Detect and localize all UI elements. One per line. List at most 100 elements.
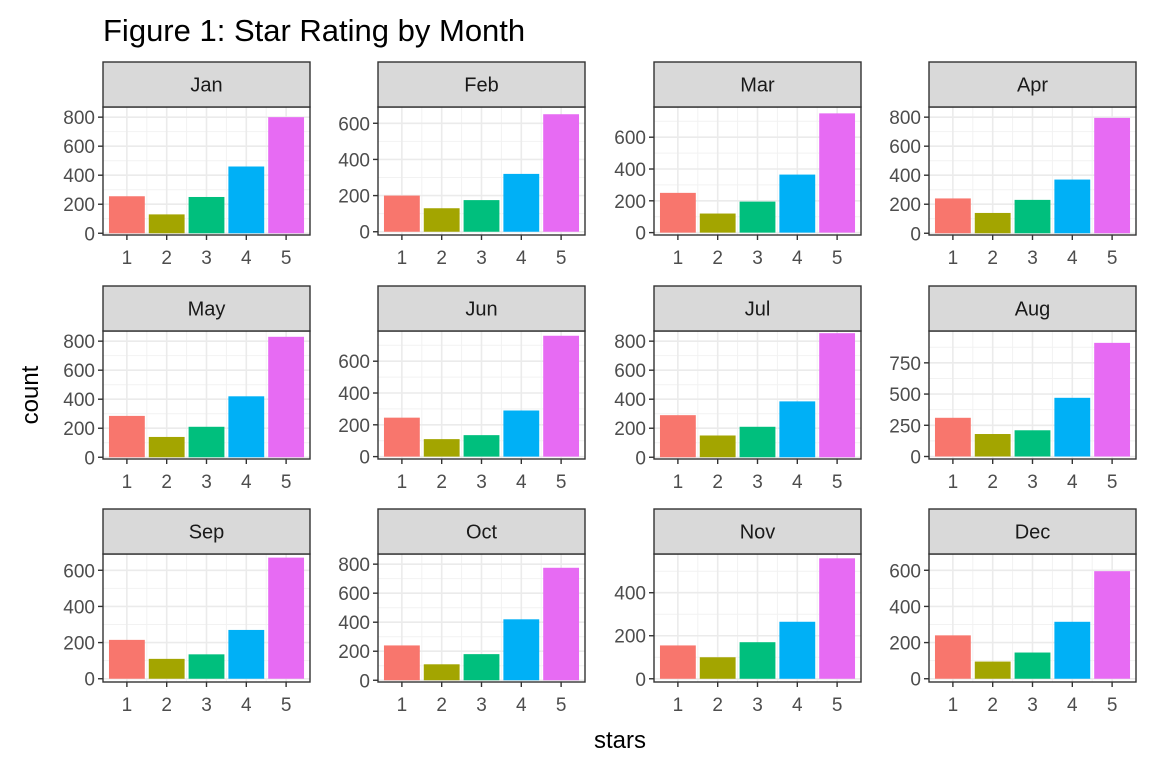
y-tick-label: 0 bbox=[84, 224, 95, 245]
bar-sep-1 bbox=[108, 639, 145, 679]
x-tick-label: 5 bbox=[832, 695, 843, 716]
panel-jul: Jul 0 200 400 600 800 1 2 3 4 5 bbox=[614, 285, 862, 493]
x-tick-label: 4 bbox=[792, 248, 803, 269]
bar-apr-5 bbox=[1094, 117, 1131, 234]
bar-feb-3 bbox=[463, 200, 500, 232]
bar-feb-5 bbox=[543, 114, 580, 232]
facet-strip bbox=[377, 285, 586, 332]
x-tick-label: 5 bbox=[556, 472, 567, 493]
x-tick-label: 2 bbox=[712, 695, 723, 716]
x-tick-label: 3 bbox=[1027, 248, 1038, 269]
bar-jul-5 bbox=[819, 333, 856, 458]
y-tick-label: 0 bbox=[635, 448, 646, 469]
facet-strip bbox=[377, 61, 586, 108]
x-tick-label: 3 bbox=[201, 695, 212, 716]
bar-oct-2 bbox=[423, 664, 460, 681]
y-tick-label: 600 bbox=[889, 561, 921, 582]
y-tick-label: 800 bbox=[63, 108, 95, 129]
y-tick-label: 0 bbox=[84, 448, 95, 469]
facet-strip bbox=[928, 61, 1137, 108]
y-tick-label: 400 bbox=[614, 584, 646, 605]
facet-label: May bbox=[188, 299, 226, 321]
x-tick-label: 1 bbox=[673, 472, 684, 493]
y-tick-label: 600 bbox=[614, 128, 646, 149]
bar-sep-4 bbox=[228, 629, 265, 679]
x-tick-label: 1 bbox=[948, 695, 959, 716]
x-tick-label: 5 bbox=[281, 472, 292, 493]
x-tick-label: 4 bbox=[516, 695, 527, 716]
bar-dec-2 bbox=[974, 661, 1011, 679]
y-tick-label: 400 bbox=[338, 384, 370, 405]
x-tick-label: 4 bbox=[241, 695, 252, 716]
bar-aug-3 bbox=[1014, 430, 1051, 457]
y-tick-label: 0 bbox=[635, 224, 646, 245]
panel-nov: Nov 0 200 400 1 2 3 4 5 bbox=[614, 508, 862, 716]
bar-mar-3 bbox=[739, 201, 776, 233]
x-tick-label: 3 bbox=[1027, 472, 1038, 493]
y-tick-label: 400 bbox=[338, 150, 370, 171]
y-tick-label: 600 bbox=[338, 114, 370, 135]
x-tick-label: 4 bbox=[792, 695, 803, 716]
facet-label: Dec bbox=[1015, 522, 1051, 544]
bar-mar-2 bbox=[699, 213, 736, 233]
x-tick-label: 2 bbox=[712, 472, 723, 493]
facet-strip bbox=[102, 508, 311, 555]
facet-strip bbox=[653, 285, 862, 332]
x-tick-label: 3 bbox=[201, 472, 212, 493]
y-axis-title: count bbox=[17, 365, 44, 424]
bar-jan-4 bbox=[228, 166, 265, 234]
bar-apr-4 bbox=[1054, 179, 1091, 234]
bar-feb-1 bbox=[383, 195, 420, 232]
bar-dec-1 bbox=[934, 635, 971, 679]
y-tick-label: 800 bbox=[889, 108, 921, 129]
y-tick-label: 400 bbox=[614, 160, 646, 181]
x-tick-label: 2 bbox=[161, 695, 172, 716]
x-tick-label: 2 bbox=[161, 248, 172, 269]
y-tick-label: 400 bbox=[63, 166, 95, 187]
facet-label: Mar bbox=[740, 75, 775, 97]
panel-jun: Jun 0 200 400 600 1 2 3 4 5 bbox=[338, 285, 586, 493]
y-tick-label: 400 bbox=[889, 597, 921, 618]
y-tick-label: 500 bbox=[889, 385, 921, 406]
bar-sep-2 bbox=[148, 658, 185, 679]
bar-jul-3 bbox=[739, 426, 776, 458]
panel-jan: Jan 0 200 400 600 800 1 2 3 4 5 bbox=[63, 61, 311, 269]
x-tick-label: 1 bbox=[673, 248, 684, 269]
panel-mar: Mar 0 200 400 600 1 2 3 4 5 bbox=[614, 61, 862, 269]
x-tick-label: 4 bbox=[516, 248, 527, 269]
x-tick-label: 2 bbox=[436, 695, 447, 716]
bar-oct-1 bbox=[383, 645, 420, 681]
y-tick-label: 600 bbox=[614, 361, 646, 382]
x-tick-label: 4 bbox=[1067, 472, 1078, 493]
bar-apr-2 bbox=[974, 212, 1011, 234]
bar-sep-5 bbox=[268, 557, 305, 679]
bar-oct-3 bbox=[463, 654, 500, 681]
bar-may-3 bbox=[188, 426, 225, 458]
y-tick-label: 0 bbox=[359, 448, 370, 469]
x-tick-label: 3 bbox=[752, 248, 763, 269]
y-tick-label: 400 bbox=[63, 597, 95, 618]
x-tick-label: 3 bbox=[752, 472, 763, 493]
bar-feb-2 bbox=[423, 208, 460, 232]
bar-jun-1 bbox=[383, 417, 420, 457]
x-axis-title: stars bbox=[594, 727, 646, 754]
bar-nov-4 bbox=[779, 621, 816, 679]
panel-feb: Feb 0 200 400 600 1 2 3 4 5 bbox=[338, 61, 586, 269]
facet-label: Jul bbox=[745, 299, 771, 321]
x-tick-label: 5 bbox=[1107, 695, 1118, 716]
x-tick-label: 1 bbox=[397, 472, 408, 493]
facet-strip bbox=[377, 508, 586, 555]
y-tick-label: 800 bbox=[63, 332, 95, 353]
bar-mar-5 bbox=[819, 113, 856, 233]
x-tick-label: 4 bbox=[516, 472, 527, 493]
x-tick-label: 3 bbox=[476, 248, 487, 269]
y-tick-label: 0 bbox=[910, 448, 921, 469]
bar-aug-2 bbox=[974, 434, 1011, 457]
x-tick-label: 4 bbox=[1067, 248, 1078, 269]
y-tick-label: 200 bbox=[614, 627, 646, 648]
bar-may-1 bbox=[108, 415, 145, 458]
bar-apr-3 bbox=[1014, 199, 1051, 234]
chart-title: Figure 1: Star Rating by Month bbox=[103, 13, 525, 48]
y-tick-label: 0 bbox=[910, 670, 921, 691]
y-tick-label: 600 bbox=[889, 137, 921, 158]
